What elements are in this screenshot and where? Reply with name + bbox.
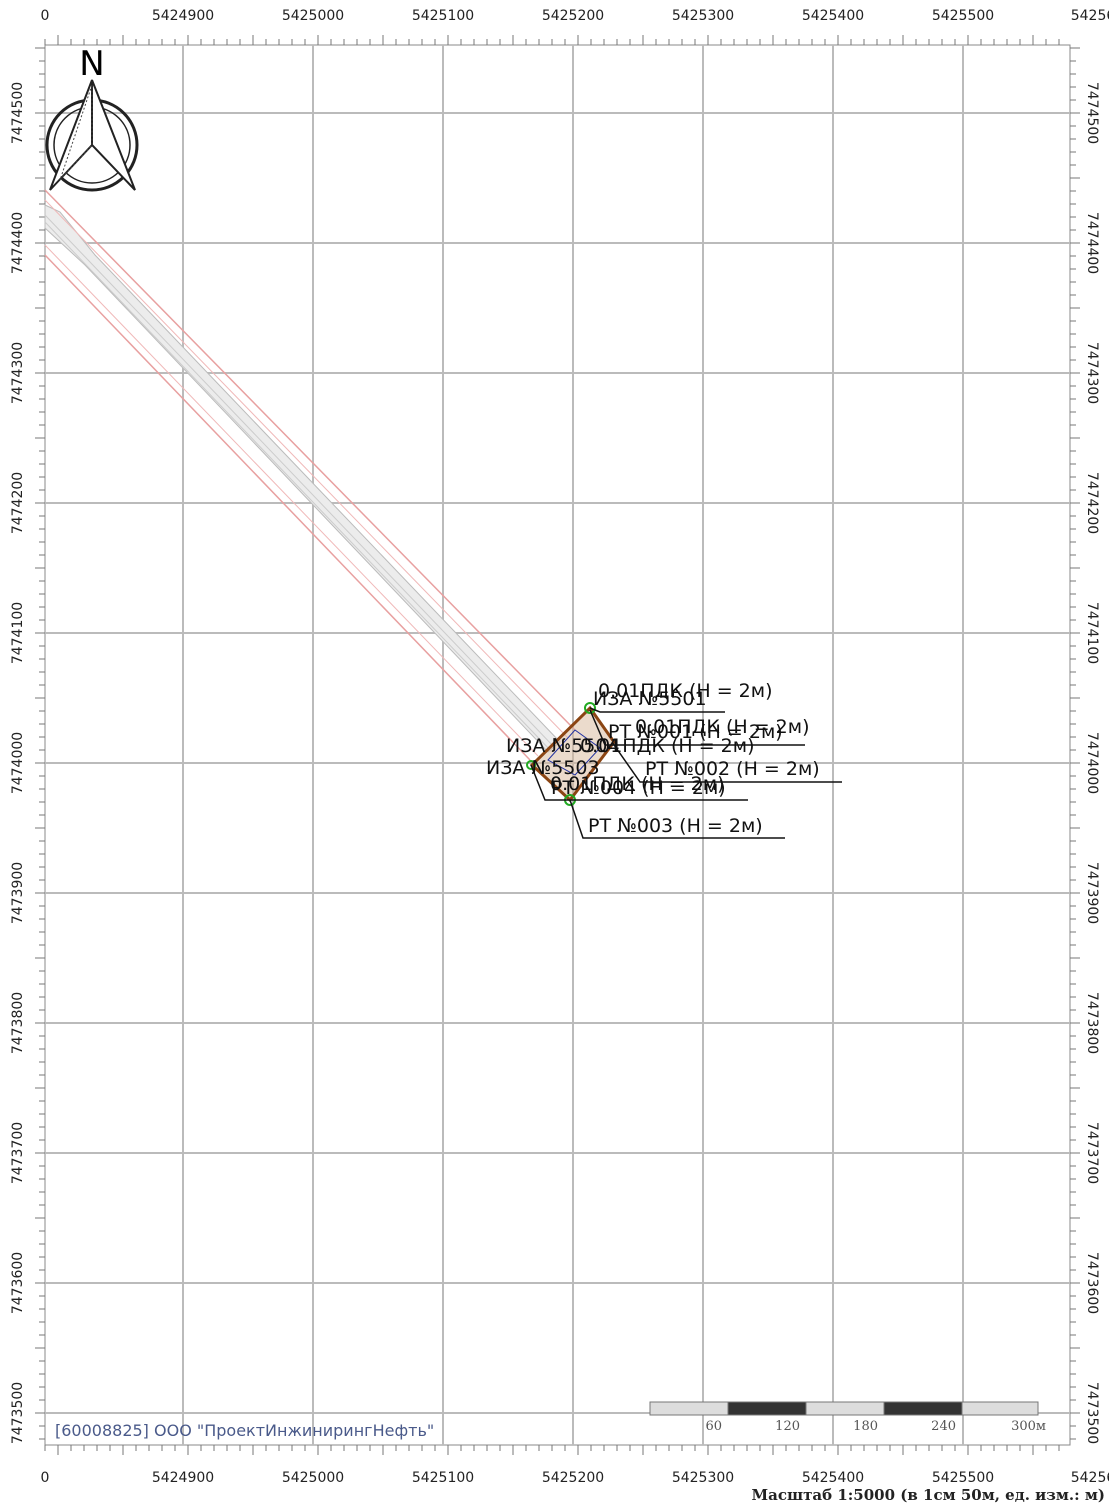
y-label-left: 7473600 (10, 1252, 26, 1314)
x-label-top: 54256 (1071, 8, 1109, 24)
y-label-right: 7474200 (1084, 472, 1100, 534)
map-label: ИЗА №5504 (506, 735, 620, 757)
x-label-bottom: 5425400 (802, 1470, 864, 1486)
y-label-right: 7474100 (1084, 602, 1100, 664)
y-label-left: 7474400 (10, 212, 26, 274)
map-label: ИЗА №5503 (486, 757, 600, 779)
x-label-top: 5424900 (152, 8, 214, 24)
grid (45, 45, 1070, 1445)
x-label-bottom: 5424900 (152, 1470, 214, 1486)
scale-label: 120 (775, 1419, 800, 1434)
x-label-top: 5425200 (542, 8, 604, 24)
scale-label: 240 (931, 1419, 956, 1434)
x-label-bottom: 0 (41, 1470, 50, 1486)
map-label: 0.01ПДК (Н = 2м) (598, 680, 773, 702)
x-label-top: 5425400 (802, 8, 864, 24)
road (44, 189, 576, 761)
leader-line (589, 709, 805, 746)
scale-label: 300м (1011, 1419, 1046, 1434)
y-label-right: 7474400 (1084, 212, 1100, 274)
y-label-left: 7474200 (10, 472, 26, 534)
x-label-bottom: 5425500 (932, 1470, 994, 1486)
y-label-right: 7474300 (1084, 342, 1100, 404)
leader-line (530, 764, 748, 801)
x-label-bottom: 5425200 (542, 1470, 604, 1486)
x-label-top: 5425100 (412, 8, 474, 24)
scale-bar (649, 1401, 1039, 1416)
label-leaders (530, 707, 842, 839)
frame-ticks (35, 35, 1080, 1455)
map-label: РТ №002 (Н = 2м) (645, 758, 820, 780)
y-label-right: 7473900 (1084, 862, 1100, 924)
map-label: РТ №004 (Н = 2м) (551, 777, 726, 799)
x-label-bottom: 5425000 (282, 1470, 344, 1486)
x-label-bottom: 54256 (1071, 1470, 1109, 1486)
y-label-left: 7473800 (10, 992, 26, 1054)
y-label-left: 7474100 (10, 602, 26, 664)
y-label-right: 7474000 (1084, 732, 1100, 794)
y-label-right: 7473600 (1084, 1252, 1100, 1314)
y-label-left: 7473900 (10, 862, 26, 924)
map-label: ИЗА №5501 (593, 688, 707, 710)
x-label-bottom: 5425300 (672, 1470, 734, 1486)
map-label: РТ №003 (Н = 2м) (588, 815, 763, 837)
y-label-left: 7473700 (10, 1122, 26, 1184)
map-label: РТ №001 (Н = 2м) (608, 721, 783, 743)
scale-label: 60 (705, 1419, 722, 1434)
leader-line (569, 799, 785, 839)
x-label-top: 5425000 (282, 8, 344, 24)
scale-caption: Масштаб 1:5000 (в 1см 50м, ед. изм.: м) (752, 1486, 1106, 1504)
y-label-left: 7474300 (10, 342, 26, 404)
compass-label: N (79, 44, 104, 84)
y-label-right: 7473800 (1084, 992, 1100, 1054)
map-label: 0.01ПДК (Н = 2м) (635, 716, 810, 738)
x-label-top: 5425500 (932, 8, 994, 24)
y-label-right: 7473500 (1084, 1382, 1100, 1444)
y-label-right: 7474500 (1084, 82, 1100, 144)
organization: [60008825] ООО "ПроектИнжинирингНефть" (55, 1421, 434, 1440)
y-label-left: 7473500 (10, 1382, 26, 1444)
y-label-right: 7473700 (1084, 1122, 1100, 1184)
leader-line (611, 741, 842, 783)
y-label-left: 7474500 (10, 82, 26, 144)
x-label-top: 5425300 (672, 8, 734, 24)
leader-line (589, 707, 725, 713)
x-label-top: 0 (41, 8, 50, 24)
scale-label: 180 (853, 1419, 878, 1434)
compass: N (45, 44, 139, 192)
map-label: 0.01ПДК (Н = 2м) (580, 735, 755, 757)
map-label: 0.01ПДК (Н = 2м) (550, 773, 725, 795)
y-label-left: 7474000 (10, 732, 26, 794)
x-label-bottom: 5425100 (412, 1470, 474, 1486)
